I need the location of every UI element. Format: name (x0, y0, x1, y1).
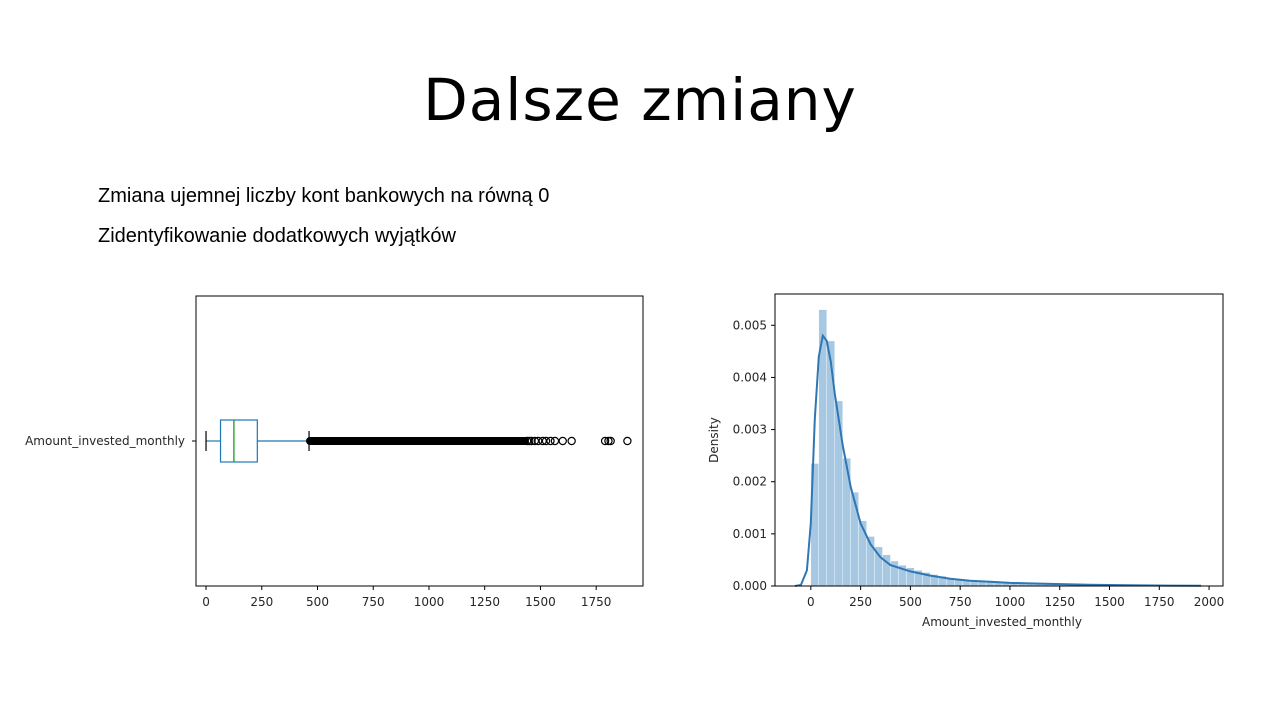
boxplot-outlier (538, 436, 547, 446)
boxplot-outlier (558, 436, 567, 446)
boxplot-xtick-label: 1750 (581, 595, 612, 609)
density-xtick-label: 250 (849, 595, 872, 609)
density-bar (858, 520, 867, 587)
density-ytick-label: 0.002 (733, 475, 767, 489)
boxplot-outlier (541, 436, 551, 446)
boxplot-outlier (534, 436, 543, 446)
boxplot-outlier (623, 436, 632, 446)
density-xtick-label: 1250 (1044, 595, 1075, 609)
boxplot-outlier (550, 436, 560, 446)
density-bar (874, 546, 883, 587)
boxplot-outlier (530, 436, 540, 446)
density-ytick-label: 0.001 (733, 527, 767, 541)
slide-title: Dalsze zmiany (423, 66, 857, 134)
boxplot-xtick-label: 1250 (469, 595, 500, 609)
density-bar (850, 491, 859, 587)
boxplot-outlier (546, 436, 555, 446)
density-ytick-label: 0.000 (733, 579, 767, 593)
boxplot-outlier (604, 436, 613, 446)
density-ylabel: Density (707, 417, 721, 463)
boxplot-category-label: Amount_invested_monthly (25, 434, 185, 448)
boxplot-xtick-label: 1000 (414, 595, 445, 609)
boxplot-outlier (525, 436, 534, 446)
bullet-item-1: Zmiana ujemnej liczby kont bankowych na … (98, 185, 550, 207)
bullet-list: Zmiana ujemnej liczby kont bankowych na … (98, 183, 549, 263)
density-frame (774, 293, 1224, 587)
boxplot-xtick-label: 750 (362, 595, 385, 609)
density-bar (834, 400, 843, 587)
boxplot-outlier (567, 436, 576, 446)
density-xlabel: Amount_invested_monthly (922, 615, 1082, 629)
density-xtick-label: 2000 (1194, 595, 1225, 609)
density-xtick-label: 1000 (995, 595, 1026, 609)
density-xtick-label: 1750 (1144, 595, 1175, 609)
boxplot-xtick-label: 1500 (525, 595, 556, 609)
boxplot-xtick-label: 0 (202, 595, 210, 609)
density-xtick-label: 750 (949, 595, 972, 609)
boxplot-outlier (600, 436, 610, 446)
bullet-item-2: Zidentyfikowanie dodatkowych wyjątków (98, 225, 456, 247)
density-xtick-label: 0 (807, 595, 815, 609)
density-kde-line (794, 333, 1202, 587)
boxplot-outlier (606, 436, 615, 446)
boxplot-xtick-label: 250 (250, 595, 273, 609)
density-xtick-label: 1500 (1094, 595, 1125, 609)
boxplot-box (219, 419, 258, 463)
boxplot-outlier (522, 436, 532, 446)
boxplot-xtick-label: 500 (306, 595, 329, 609)
density-ytick-label: 0.005 (733, 318, 767, 332)
boxplot-outlier-band (306, 437, 529, 445)
density-xtick-label: 500 (899, 595, 922, 609)
density-ytick-label: 0.004 (733, 370, 767, 384)
density-ytick-label: 0.003 (733, 423, 767, 437)
